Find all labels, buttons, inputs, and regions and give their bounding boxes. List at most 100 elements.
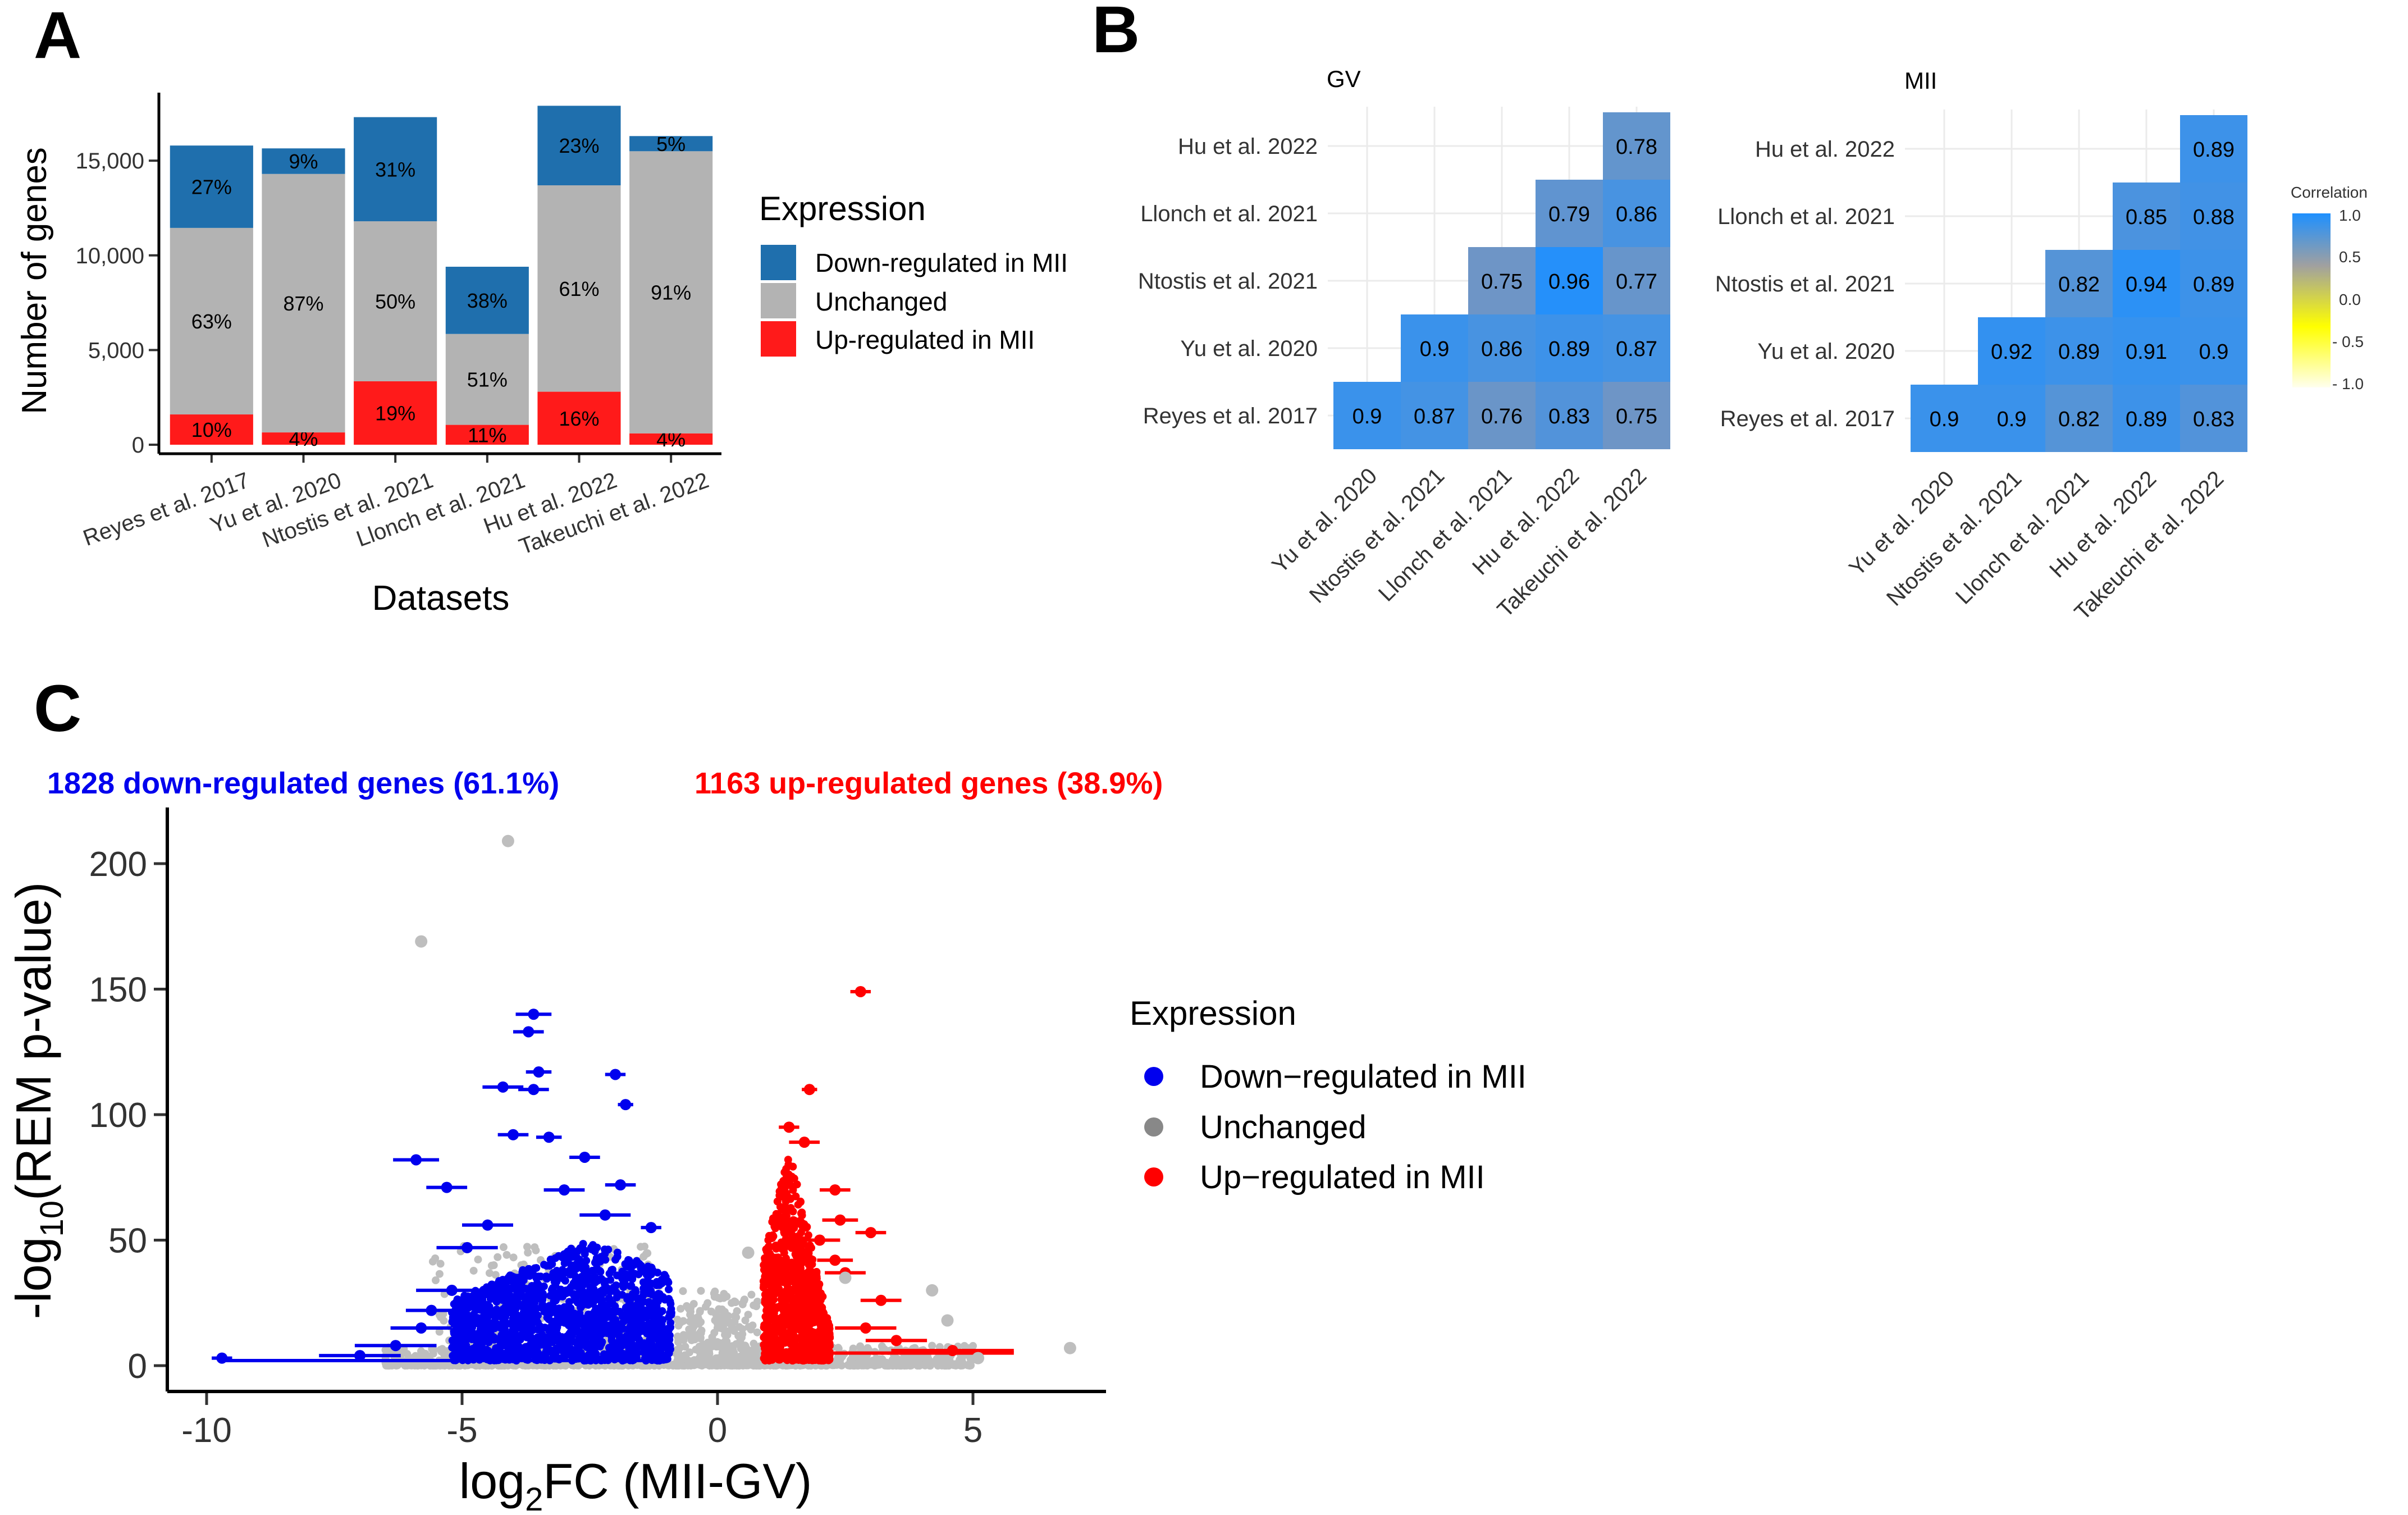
heatmap-row-label: Llonch et al. 2021 [1140,202,1318,226]
heatmap-row-label: Hu et al. 2022 [1755,137,1895,162]
heatmap-cell-value: 0.9 [1930,408,1959,431]
volcano-point-up [798,1271,807,1279]
volcano-point-down [546,1292,555,1300]
volcano-point-unchanged-outlier [1063,1341,1076,1354]
bar-segment-up [629,433,713,445]
volcano-point-down [520,1308,528,1316]
volcano-point-down-highlight [415,1322,427,1334]
heatmap-cell [2180,182,2247,250]
volcano-point-down [613,1293,621,1302]
volcano-point-down [550,1331,558,1339]
volcano-point-unchanged [723,1338,731,1346]
volcano-point-down-highlight [528,1084,540,1096]
heatmap-cell-value: 0.87 [1414,405,1455,428]
colorbar-title: Correlation [2291,184,2368,201]
colorbar-tick-2: 0.5 [2339,248,2361,266]
volcano-point-down [546,1345,554,1354]
bar-percent-label: 19% [375,402,415,425]
volcano-point-down [611,1256,620,1264]
volcano-point-unchanged [681,1351,689,1359]
volcano-point-down [600,1315,609,1323]
volcano-point-unchanged-outlier [839,1271,852,1284]
volcano-point-down [595,1326,603,1335]
volcano-point-down [476,1306,484,1314]
volcano-point-down [449,1338,458,1347]
volcano-point-down [639,1298,648,1306]
heatmap-cell [2113,385,2180,452]
panel-c-y-tick-label: 150 [89,971,147,1010]
volcano-point-unchanged [490,1261,498,1270]
volcano-point-up [776,1289,785,1298]
volcano-point-down [471,1319,479,1327]
volcano-point-down [540,1337,549,1345]
volcano-point-down [509,1323,518,1331]
volcano-point-down [567,1261,575,1270]
volcano-point-down-highlight [620,1099,632,1111]
volcano-point-up [790,1216,798,1225]
volcano-point-up-highlight [890,1335,902,1347]
volcano-point-unchanged [436,1260,445,1268]
volcano-point-down [568,1253,577,1261]
volcano-point-unchanged [738,1358,747,1367]
panel-a-legend: Expression Down-regulated in MII Unchang… [759,190,1068,357]
volcano-point-down [644,1270,652,1279]
volcano-point-down [505,1331,513,1340]
volcano-point-up [808,1343,817,1352]
volcano-point-down [458,1341,467,1350]
legend-dot-down [1144,1067,1163,1086]
volcano-point-unchanged-outlier [742,1246,755,1259]
bar-percent-label: 9% [289,150,318,173]
volcano-point-down [465,1334,473,1342]
volcano-point-down [613,1248,622,1257]
volcano-point-up [802,1276,811,1285]
colorbar-tick-5: - 1.0 [2332,375,2364,393]
heatmap-row-label: Llonch et al. 2021 [1717,204,1895,229]
bar-segment-unchanged [354,221,437,382]
volcano-point-up-highlight [814,1234,825,1246]
volcano-point-up [812,1279,821,1288]
volcano-point-unchanged [856,1342,865,1350]
volcano-point-down [503,1351,511,1359]
volcano-point-unchanged [491,1271,500,1279]
volcano-point-down-highlight [523,1026,534,1038]
volcano-point-down-highlight [354,1350,365,1362]
volcano-point-cloud [222,1156,1014,1370]
colorbar-tick-3: 0.0 [2339,291,2361,308]
volcano-point-unchanged [696,1307,704,1315]
volcano-point-up [783,1355,791,1363]
volcano-point-up [798,1296,806,1304]
volcano-point-up [772,1256,780,1265]
panel-c-x-tick-label: 0 [708,1411,727,1450]
heatmap-cell [1468,382,1536,449]
volcano-point-down-highlight [482,1219,494,1231]
bar-percent-label: 23% [559,134,599,157]
volcano-point-unchanged [403,1350,412,1358]
volcano-point-up [789,1186,797,1194]
heatmap-cell-value: 0.83 [1548,405,1590,428]
bar-segment-up [262,432,345,445]
volcano-point-down [607,1266,616,1274]
panel-c-y-axis-title: -log10(REM p-value) [6,882,70,1320]
panel-a-y-tick-label: 5,000 [88,338,144,363]
volcano-point-down [545,1307,553,1316]
colorbar-gradient [2292,213,2331,387]
volcano-point-unchanged [677,1304,685,1313]
volcano-point-up [778,1322,787,1330]
volcano-point-down [587,1345,596,1354]
volcano-point-down [601,1277,609,1285]
volcano-point-down [634,1270,643,1279]
volcano-point-down [505,1292,514,1300]
heatmap-cell-value: 0.75 [1616,405,1657,428]
heatmap-cell-value: 0.85 [2126,206,2167,229]
volcano-point-down [560,1339,569,1348]
volcano-point-down [658,1343,666,1352]
volcano-point-down [629,1304,637,1312]
volcano-point-unchanged-outlier [972,1352,985,1365]
colorbar-tick-1: 1.0 [2339,207,2361,224]
panel-c-x-ticks: -10 -5 0 5 [181,1391,983,1450]
volcano-point-down [559,1293,567,1301]
volcano-point-unchanged [637,1243,645,1251]
panel-c-y-ticks: 0 50 100 150 200 [89,845,167,1386]
heatmap-cell [2180,250,2247,317]
volcano-point-down [517,1281,526,1289]
